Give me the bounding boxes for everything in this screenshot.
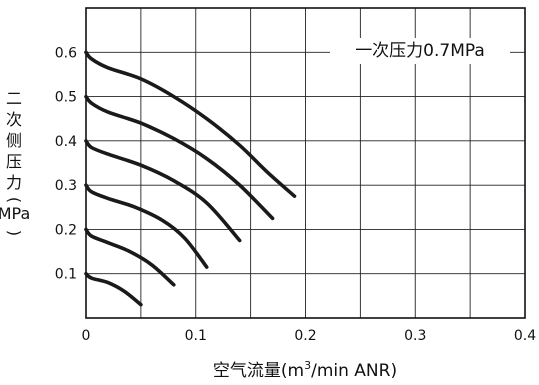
y-tick-label: 0.4 (55, 134, 77, 150)
y-axis-label-char: 二 (6, 89, 22, 108)
y-tick-label: 0.6 (55, 45, 77, 61)
plot-frame (85, 7, 526, 319)
y-axis-label-char: 压 (6, 152, 22, 171)
x-tick-label: 0.1 (185, 328, 207, 344)
y-axis-label-char: ( (5, 197, 24, 203)
y-axis-label-char: 侧 (6, 131, 22, 150)
y-tick-label: 0.3 (55, 178, 77, 194)
annotation-label: 一次压力0.7MPa (355, 41, 485, 61)
x-tick-label: 0.3 (404, 328, 426, 344)
series-line-3 (84, 139, 242, 243)
y-axis-label-char: MPa (0, 204, 30, 223)
y-tick-label: 0.1 (55, 267, 77, 283)
x-axis-label: 空气流量(m3/min ANR) (213, 359, 397, 381)
x-tick-label: 0 (82, 328, 91, 344)
series-curves (84, 50, 297, 307)
y-axis-label-char: 力 (6, 173, 22, 192)
y-axis-label-char: ) (5, 230, 24, 236)
series-line-1 (84, 50, 297, 198)
y-tick-labels: 0.1 0.2 0.3 0.4 0.5 0.6 (55, 45, 77, 282)
y-tick-label: 0.2 (55, 222, 77, 238)
series-line-2 (84, 94, 275, 221)
x-axis-label-tail: /min ANR) (311, 361, 397, 381)
x-axis-label-sup: 3 (304, 359, 311, 372)
x-axis-label-main: 空气流量(m (213, 361, 304, 381)
annotation-background (330, 38, 510, 64)
y-tick-label: 0.5 (55, 90, 77, 106)
x-tick-label: 0.4 (514, 328, 536, 344)
series-line-6 (84, 271, 143, 307)
series-line-5 (84, 227, 176, 287)
x-tick-label: 0.2 (294, 328, 316, 344)
y-axis-label-char: 次 (6, 110, 22, 129)
x-tick-labels: 0 0.1 0.2 0.3 0.4 (82, 328, 537, 344)
series-line-4 (84, 183, 209, 269)
